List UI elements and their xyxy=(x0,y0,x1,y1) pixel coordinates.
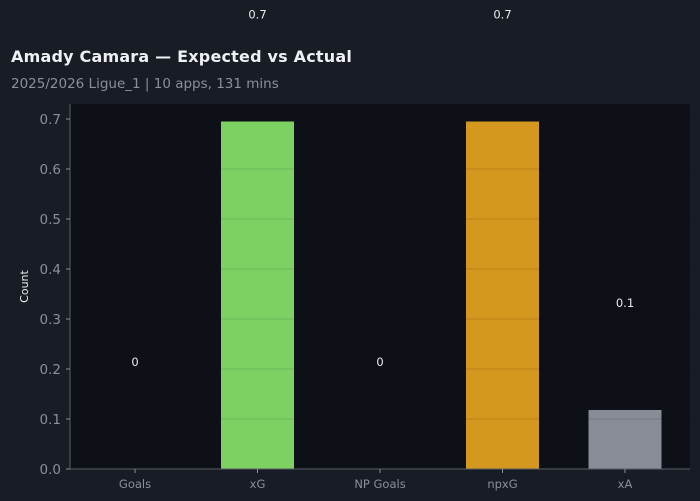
y-tick-label: 0.6 xyxy=(40,162,61,178)
plot-area xyxy=(70,104,690,469)
data-label: 0.7 xyxy=(248,8,266,22)
data-label: 0.7 xyxy=(493,8,511,22)
y-tick-label: 0.7 xyxy=(40,112,61,128)
chart-title: Amady Camara — Expected vs Actual xyxy=(11,47,353,66)
bar-npxg xyxy=(466,121,539,469)
y-tick-label: 0.3 xyxy=(40,312,61,328)
x-tick-label: NP Goals xyxy=(354,477,405,491)
y-tick-label: 0.2 xyxy=(40,362,61,378)
y-tick-label: 0.5 xyxy=(40,212,61,228)
chart-subtitle: 2025/2026 Ligue_1 | 10 apps, 131 mins xyxy=(11,76,279,92)
x-tick-label: npxG xyxy=(487,477,517,491)
y-axis-label: Count xyxy=(18,269,31,302)
bar-xg xyxy=(221,121,294,469)
x-tick-label: Goals xyxy=(119,477,151,491)
y-tick-label: 0.4 xyxy=(40,262,61,278)
y-tick-label: 0.1 xyxy=(40,412,61,428)
y-tick-label: 0.0 xyxy=(40,462,61,478)
x-tick-label: xA xyxy=(618,477,633,491)
data-label: 0 xyxy=(376,355,383,369)
x-tick-label: xG xyxy=(250,477,266,491)
data-label: 0.1 xyxy=(616,296,634,310)
data-label: 0 xyxy=(131,355,138,369)
bar-xa xyxy=(588,410,662,469)
